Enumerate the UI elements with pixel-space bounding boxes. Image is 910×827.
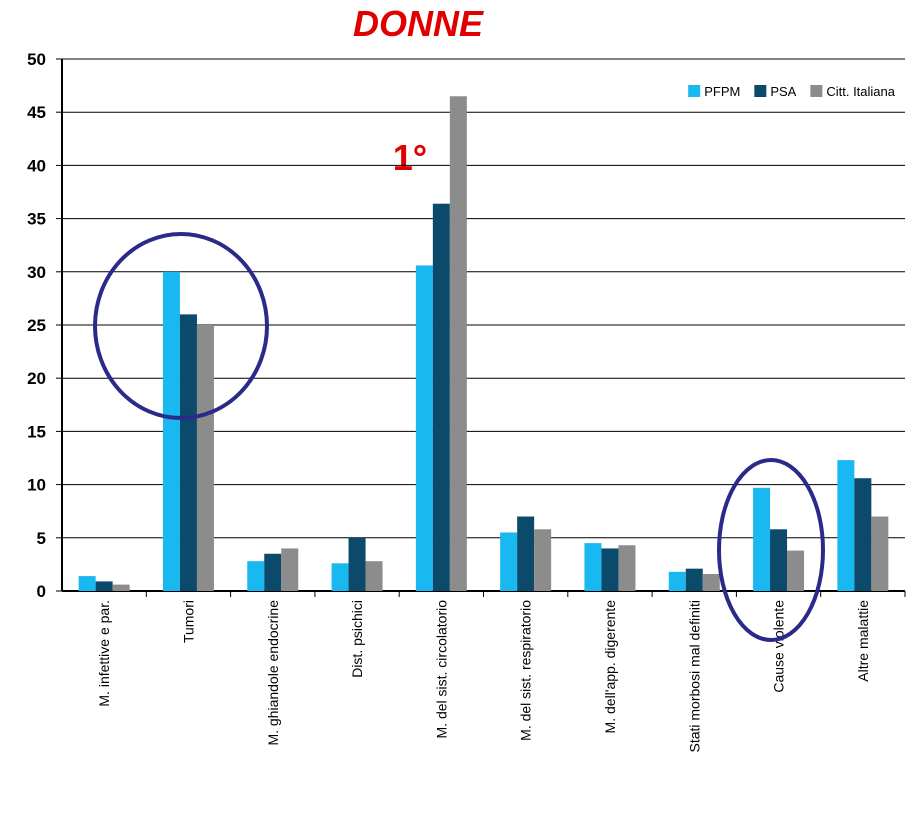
legend-swatch bbox=[810, 85, 823, 97]
bar bbox=[871, 516, 889, 591]
bar bbox=[517, 516, 535, 591]
bar bbox=[685, 568, 703, 591]
bar bbox=[534, 529, 552, 591]
y-tick-label: 50 bbox=[27, 50, 46, 69]
x-tick-label: M. ghiandole endocrine bbox=[265, 600, 281, 746]
x-tick-label: Dist. psichici bbox=[349, 600, 365, 678]
highlight-circle bbox=[717, 458, 825, 642]
bar bbox=[95, 581, 113, 591]
bar bbox=[668, 571, 686, 591]
bar bbox=[196, 325, 214, 591]
bar bbox=[500, 532, 518, 591]
y-tick-label: 30 bbox=[27, 263, 46, 282]
annotation: 1° bbox=[393, 137, 427, 178]
y-tick-label: 20 bbox=[27, 369, 46, 388]
y-tick-label: 45 bbox=[27, 103, 46, 122]
x-tick-label: M. del sist. respiratorio bbox=[518, 600, 534, 741]
bar bbox=[787, 550, 805, 591]
bar bbox=[618, 545, 636, 591]
x-tick-label: Stati morbosi mal definiti bbox=[686, 600, 702, 753]
bar bbox=[770, 529, 788, 591]
legend-swatch bbox=[688, 85, 701, 97]
legend-label: PSA bbox=[770, 84, 796, 99]
y-tick-label: 10 bbox=[27, 476, 46, 495]
bar bbox=[179, 314, 197, 591]
bar bbox=[78, 576, 96, 591]
bar bbox=[112, 584, 130, 591]
bar bbox=[837, 460, 855, 591]
legend-label: Citt. Italiana bbox=[826, 84, 895, 99]
bar bbox=[432, 203, 450, 592]
bar bbox=[584, 543, 602, 591]
plot-area: 0 5 10 15 20 25 30 35 40 45 50 M. infettive e par. T… bbox=[27, 50, 906, 753]
y-tick-label: 5 bbox=[37, 529, 46, 548]
bar bbox=[365, 561, 383, 591]
x-tick-label: M. del sist. circolatorio bbox=[433, 600, 449, 739]
bar bbox=[247, 561, 265, 591]
bar bbox=[415, 265, 433, 591]
y-tick-label: 40 bbox=[27, 156, 46, 175]
bar bbox=[854, 478, 872, 591]
x-tick-label: Cause violente bbox=[771, 600, 787, 693]
x-tick-label: Tumori bbox=[180, 600, 196, 643]
bar bbox=[702, 573, 720, 591]
y-tick-label: 15 bbox=[27, 422, 46, 441]
bar bbox=[601, 548, 619, 591]
bar bbox=[264, 553, 282, 591]
chart-title: DONNE bbox=[353, 3, 484, 44]
y-tick-label: 0 bbox=[37, 582, 46, 601]
bar bbox=[331, 563, 349, 591]
legend-label: PFPM bbox=[704, 84, 740, 99]
y-tick-label: 25 bbox=[27, 316, 46, 335]
x-tick-label: Altre malattie bbox=[855, 600, 871, 682]
legend-swatch bbox=[754, 85, 767, 97]
bar bbox=[162, 271, 180, 591]
x-tick-label: M. infettive e par. bbox=[96, 600, 112, 707]
bar bbox=[449, 96, 467, 592]
x-tick-label: M. dell'app. digerente bbox=[602, 600, 618, 734]
highlight-circle bbox=[93, 232, 269, 420]
bar bbox=[281, 548, 299, 591]
bar bbox=[753, 487, 771, 591]
y-tick-label: 35 bbox=[27, 210, 46, 229]
bar bbox=[348, 537, 366, 591]
